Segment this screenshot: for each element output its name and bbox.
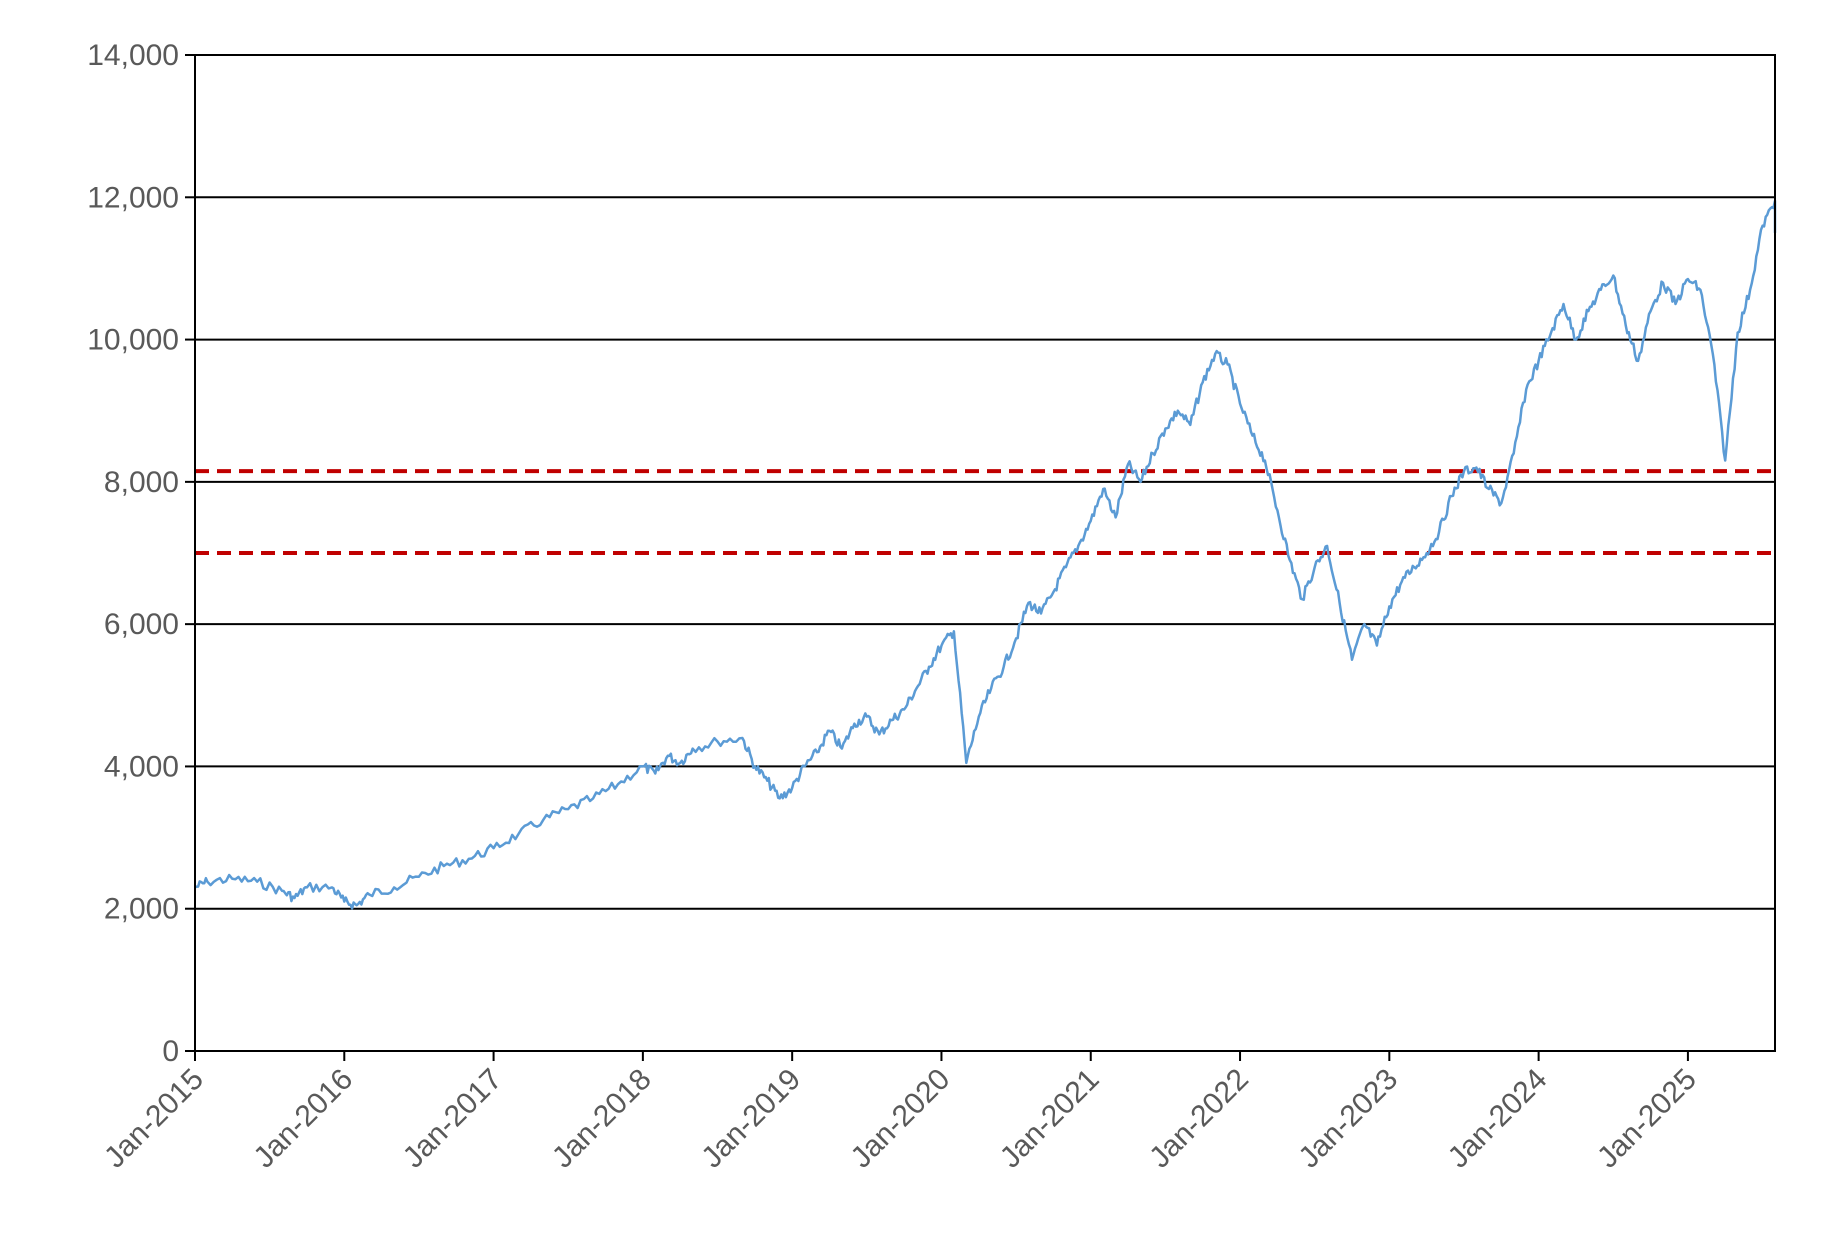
x-tick-label: Jan-2019 bbox=[695, 1063, 807, 1175]
plot-area bbox=[195, 55, 1775, 1051]
y-tick-label: 0 bbox=[162, 1035, 179, 1068]
y-tick-label: 2,000 bbox=[104, 893, 179, 926]
x-tick-label: Jan-2016 bbox=[247, 1063, 359, 1175]
axes bbox=[194, 54, 1776, 1061]
y-tick-label: 4,000 bbox=[104, 750, 179, 783]
y-tick-label: 10,000 bbox=[87, 324, 179, 357]
x-tick-label: Jan-2024 bbox=[1442, 1063, 1554, 1175]
y-tick-label: 12,000 bbox=[87, 181, 179, 214]
x-tick-label: Jan-2015 bbox=[98, 1063, 210, 1175]
x-tick-label: Jan-2023 bbox=[1292, 1063, 1404, 1175]
x-tick-label: Jan-2021 bbox=[994, 1063, 1106, 1175]
series-layer bbox=[194, 199, 1777, 910]
plot-border bbox=[194, 54, 1776, 1052]
y-tick-label: 6,000 bbox=[104, 608, 179, 641]
x-tick-label: Jan-2017 bbox=[397, 1063, 509, 1175]
y-tick-label: 8,000 bbox=[104, 466, 179, 499]
series-line bbox=[194, 199, 1777, 910]
x-tick-label: Jan-2018 bbox=[546, 1063, 658, 1175]
x-tick-label: Jan-2020 bbox=[845, 1063, 957, 1175]
x-tick-label: Jan-2022 bbox=[1143, 1063, 1255, 1175]
y-tick-label: 14,000 bbox=[87, 39, 179, 72]
x-tick-label: Jan-2025 bbox=[1591, 1063, 1703, 1175]
y-tick-labels: 0 2,000 4,000 6,000 8,000 10,000 12,000 14,000 bbox=[87, 39, 179, 1068]
x-tick-labels: Jan-2015 Jan-2016 Jan-2017 Jan-2018 Jan-2019… bbox=[98, 1063, 1703, 1175]
